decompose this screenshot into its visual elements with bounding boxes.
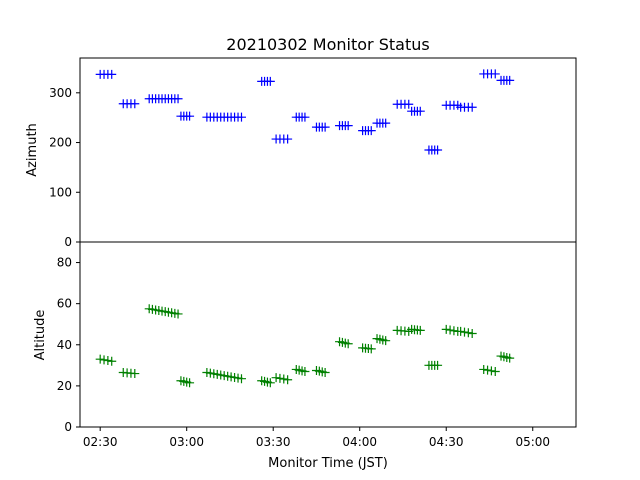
- azimuth-point: [265, 76, 275, 86]
- x-axis-label: Monitor Time (JST): [268, 456, 388, 471]
- altitude-axes-frame: [79, 241, 577, 428]
- azimuth-point: [404, 99, 414, 109]
- altitude-point: [445, 325, 455, 335]
- altitude-point: [279, 374, 289, 384]
- x-tick-label: 02:30: [83, 435, 118, 449]
- altitude-point: [366, 344, 376, 354]
- altitude-y-tick-label: 40: [57, 338, 72, 352]
- azimuth-y-ticks: 0 100 200 300: [49, 86, 80, 249]
- altitude-point: [107, 356, 117, 366]
- azimuth-point: [185, 111, 195, 121]
- altitude-point: [505, 353, 515, 363]
- altitude-point: [271, 373, 281, 383]
- x-tick-label: 04:30: [429, 435, 464, 449]
- altitude-point: [283, 375, 293, 385]
- azimuth-point: [415, 106, 425, 116]
- x-tick-label: 05:00: [515, 435, 550, 449]
- altitude-point: [490, 367, 500, 376]
- altitude-point: [449, 326, 459, 336]
- altitude-y-tick-label: 80: [57, 256, 72, 270]
- altitude-point: [343, 339, 353, 349]
- azimuth-point: [433, 145, 443, 155]
- azimuth-point: [173, 94, 183, 104]
- x-tick-label: 04:00: [342, 435, 377, 449]
- altitude-point: [483, 365, 493, 375]
- azimuth-y-tick-label: 300: [49, 86, 72, 100]
- altitude-point: [130, 369, 140, 379]
- altitude-point: [459, 327, 469, 337]
- altitude-point: [415, 325, 425, 335]
- azimuth-point: [505, 75, 515, 85]
- azimuth-point: [130, 99, 140, 109]
- azimuth-point: [320, 122, 330, 132]
- altitude-point: [173, 309, 183, 319]
- altitude-point: [236, 374, 246, 384]
- altitude-point: [265, 378, 275, 388]
- azimuth-y-label: Azimuth: [25, 123, 40, 177]
- azimuth-y-tick-label: 200: [49, 136, 72, 150]
- altitude-y-ticks: 0 20 40 60 80: [57, 256, 80, 434]
- altitude-point: [479, 364, 489, 374]
- azimuth-panel: 0 100 200 300 Azimuth: [25, 69, 515, 249]
- altitude-point: [185, 378, 195, 388]
- altitude-point: [300, 367, 310, 376]
- altitude-point: [433, 360, 443, 370]
- azimuth-point: [381, 118, 391, 128]
- altitude-point: [467, 328, 477, 338]
- altitude-y-tick-label: 0: [64, 420, 72, 434]
- azimuth-point: [283, 134, 293, 144]
- azimuth-point: [107, 69, 117, 79]
- chart-title: 20210302 Monitor Status: [226, 35, 429, 54]
- azimuth-series: [95, 69, 515, 155]
- altitude-point: [95, 354, 105, 364]
- azimuth-point: [300, 112, 310, 122]
- altitude-point: [441, 324, 451, 334]
- altitude-point: [320, 368, 330, 378]
- x-tick-label: 03:30: [256, 435, 291, 449]
- azimuth-point: [366, 126, 376, 136]
- altitude-y-tick-label: 60: [57, 297, 72, 311]
- altitude-series: [95, 304, 515, 388]
- azimuth-point: [343, 121, 353, 131]
- azimuth-point: [236, 112, 246, 122]
- azimuth-point: [467, 102, 477, 112]
- altitude-point: [463, 328, 473, 338]
- altitude-panel: 0 20 40 60 80 Altitude: [33, 256, 515, 434]
- altitude-point: [99, 355, 109, 365]
- x-tick-label: 03:00: [169, 435, 204, 449]
- altitude-point: [275, 373, 285, 383]
- altitude-point: [486, 366, 496, 376]
- azimuth-y-tick-label: 100: [49, 185, 72, 199]
- altitude-point: [103, 356, 113, 366]
- altitude-point: [456, 326, 466, 336]
- altitude-point: [381, 336, 391, 346]
- altitude-y-label: Altitude: [33, 310, 48, 361]
- altitude-y-tick-label: 20: [57, 379, 72, 393]
- x-axis-ticks: 02:30 03:00 03:30 04:00 04:30 05:00: [83, 427, 550, 449]
- azimuth-y-tick-label: 0: [64, 235, 72, 249]
- azimuth-point: [490, 69, 500, 79]
